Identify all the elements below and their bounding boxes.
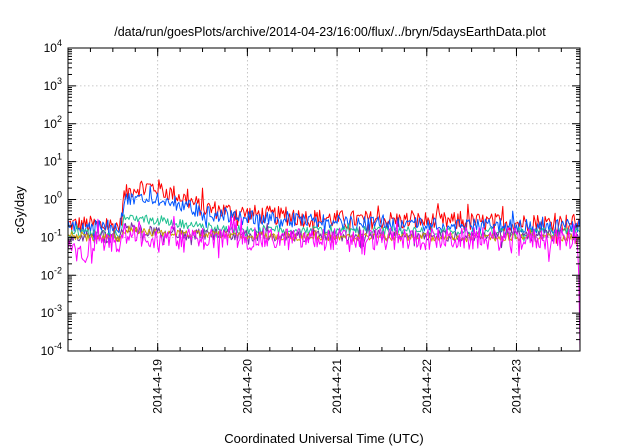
y-axis-label: cGy/day (12, 186, 27, 234)
y-tick-label: 10-3 (41, 303, 62, 320)
series-line (67, 185, 581, 245)
series-layer (67, 179, 581, 352)
y-tick-label: 102 (44, 114, 62, 131)
y-tick-label: 103 (44, 76, 62, 93)
y-axis: 10-4 10-3 10-2 10-1 100 101 102 103 104 (41, 38, 580, 358)
x-tick-label: 2014-4-23 (509, 359, 523, 414)
x-tick-label: 2014-4-20 (240, 359, 254, 414)
grid (68, 48, 580, 351)
y-tick-label: 101 (44, 152, 62, 169)
series-line (67, 215, 581, 352)
y-tick-label: 10-4 (41, 341, 62, 358)
x-axis: 2014-4-19 2014-4-20 2014-4-21 2014-4-22 2014… (67, 48, 562, 414)
y-tick-label: 10-1 (41, 227, 62, 244)
plot-frame (67, 47, 581, 352)
x-tick-label: 2014-4-19 (151, 359, 165, 414)
x-tick-label: 2014-4-22 (420, 359, 434, 414)
x-tick-label: 2014-4-21 (330, 359, 344, 414)
x-axis-label: Coordinated Universal Time (UTC) (224, 431, 423, 446)
y-tick-label: 104 (44, 38, 62, 55)
y-tick-label: 100 (44, 190, 62, 207)
y-tick-label: 10-2 (41, 265, 62, 282)
chart-title: /data/run/goesPlots/archive/2014-04-23/1… (114, 25, 546, 39)
